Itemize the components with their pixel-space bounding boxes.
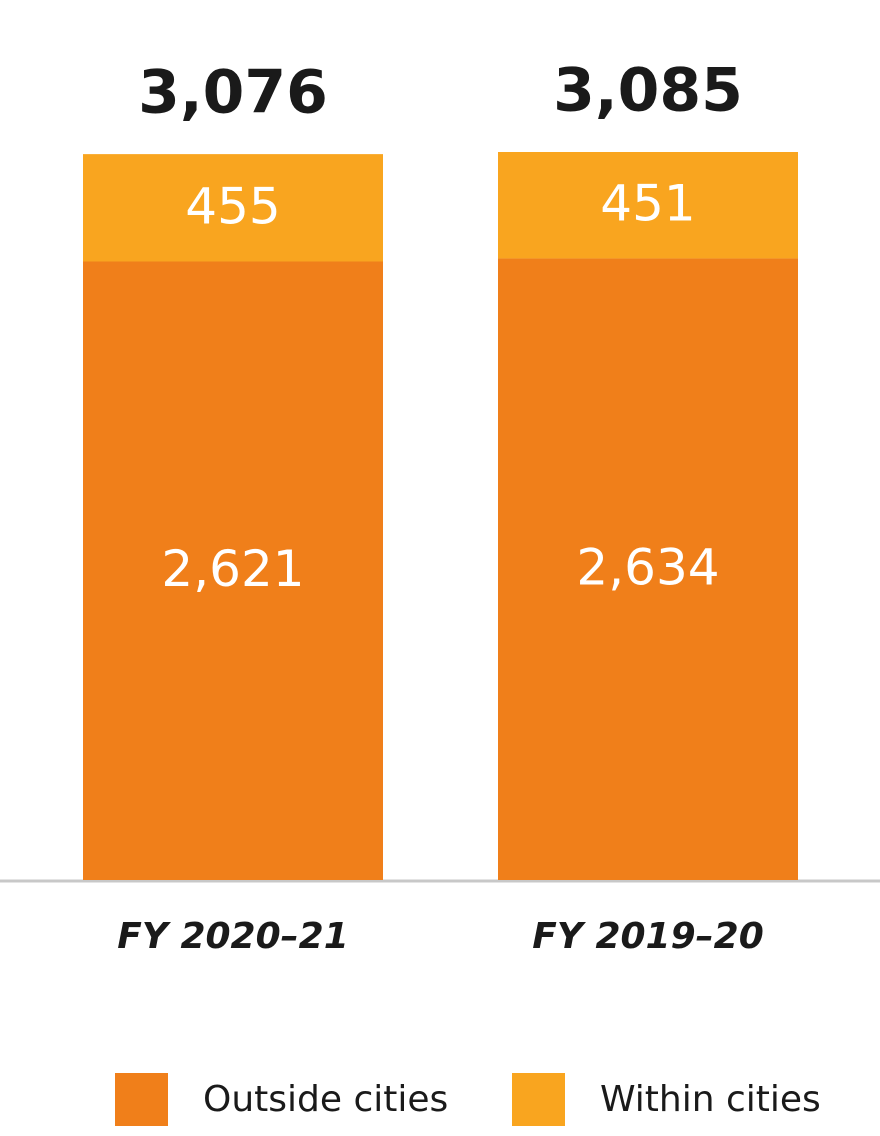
legend-label: Within cities — [600, 1079, 821, 1120]
legend-swatch — [115, 1073, 168, 1126]
x-tick-label: FY 2019–20 — [532, 916, 764, 957]
total-label: 3,076 — [138, 58, 328, 128]
legend-swatch — [512, 1073, 565, 1126]
value-label: 2,621 — [161, 540, 304, 598]
total-label: 3,085 — [553, 56, 743, 126]
bar-segment — [498, 152, 798, 259]
value-label: 455 — [185, 177, 280, 235]
value-label: 2,634 — [576, 539, 719, 597]
legend-label: Outside cities — [203, 1079, 448, 1120]
bar-segment — [498, 258, 798, 880]
x-tick-label: FY 2020–21 — [117, 916, 349, 957]
value-label: 451 — [600, 175, 695, 233]
bar-segment — [83, 261, 383, 880]
bar-segment — [83, 154, 383, 262]
